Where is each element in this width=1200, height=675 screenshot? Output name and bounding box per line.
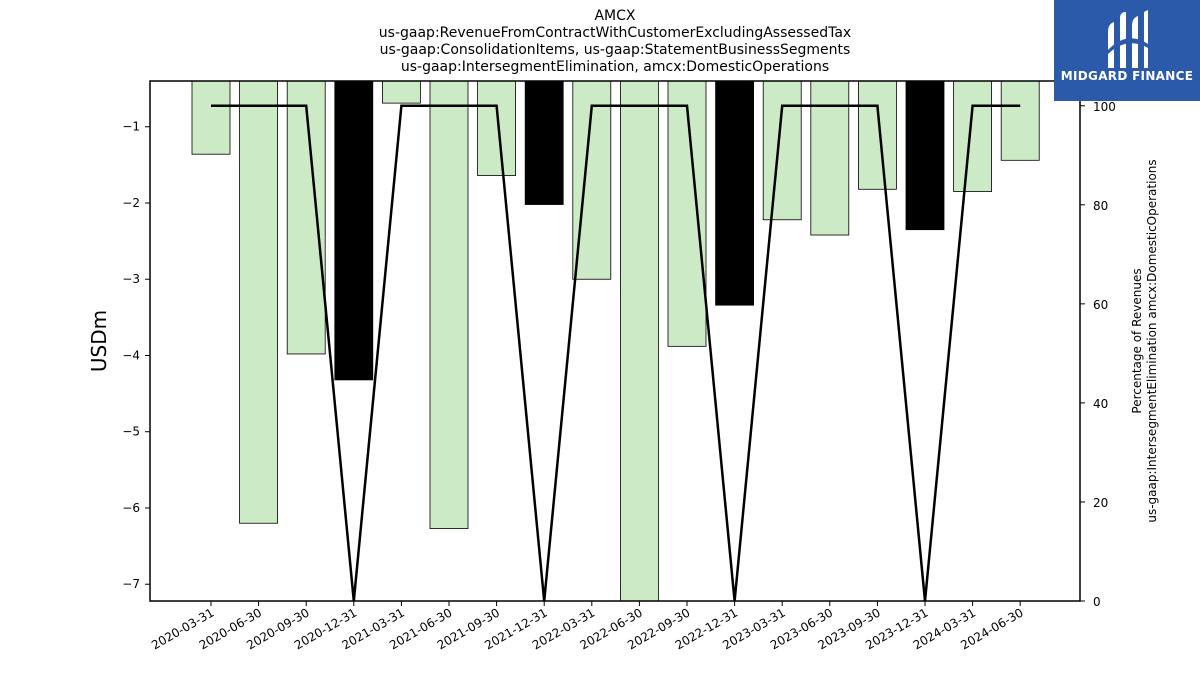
bar <box>858 80 897 190</box>
y2-tick-label: 20 <box>1093 496 1108 510</box>
bar <box>762 80 802 221</box>
y-tick-label: −1 <box>122 120 140 134</box>
bar <box>905 80 945 231</box>
y2-axis-title-line: Percentage of Revenues <box>1130 268 1144 413</box>
bar <box>429 80 469 529</box>
chart-title: AMCXus-gaap:RevenueFromContractWithCusto… <box>379 8 851 75</box>
y2-tick-label: 40 <box>1093 397 1108 411</box>
x-axis: 2020-03-312020-06-302020-09-302020-12-31… <box>149 601 1026 652</box>
percentage-line <box>211 104 1021 602</box>
y2-tick-label: 60 <box>1093 298 1108 312</box>
y-tick-label: −6 <box>122 501 140 515</box>
bar <box>524 80 564 205</box>
y2-tick-label: 0 <box>1093 595 1101 609</box>
title-line: us-gaap:RevenueFromContractWithCustomerE… <box>379 25 851 41</box>
y-tick-label: −2 <box>122 196 140 210</box>
title-line: AMCX <box>594 8 635 24</box>
bar <box>334 80 374 381</box>
bar <box>620 80 659 602</box>
bar <box>1000 80 1040 161</box>
y-tick-label: −4 <box>122 348 140 362</box>
y-tick-label: −3 <box>122 272 140 286</box>
bar <box>477 80 517 176</box>
logo-text: MIDGARD FINANCE <box>1060 69 1194 83</box>
title-line: us-gaap:ConsolidationItems, us-gaap:Stat… <box>380 42 851 58</box>
percentage-line-path <box>211 104 1021 602</box>
bar <box>667 80 707 347</box>
y2-axis-title: Percentage of Revenues us-gaap:Intersegme… <box>1130 159 1159 522</box>
logo-mark-icon <box>1108 10 1148 68</box>
bar <box>381 80 421 104</box>
y-axis-left: −1 −2 −3 −4 −5 −6 −7 <box>122 120 150 591</box>
bar <box>810 80 850 236</box>
bars <box>191 80 1040 602</box>
bar <box>286 80 326 355</box>
y2-tick-label: 80 <box>1093 199 1108 213</box>
bar <box>953 80 992 192</box>
title-line: us-gaap:IntersegmentElimination, amcx:Do… <box>401 59 829 75</box>
bar <box>715 80 754 306</box>
bar <box>239 80 279 524</box>
y-tick-label: −5 <box>122 425 140 439</box>
y2-axis-title-line: us-gaap:IntersegmentElimination amcx:Dom… <box>1145 159 1159 522</box>
plot-frame <box>149 80 1081 602</box>
bar <box>191 80 231 155</box>
brand-logo: MIDGARD FINANCE <box>1054 0 1200 101</box>
y-tick-label: −7 <box>122 577 140 591</box>
y-axis-right: 0 20 40 60 80 100 <box>1080 100 1116 609</box>
y-axis-title: USDm <box>87 310 111 372</box>
y2-tick-label: 100 <box>1093 100 1116 114</box>
